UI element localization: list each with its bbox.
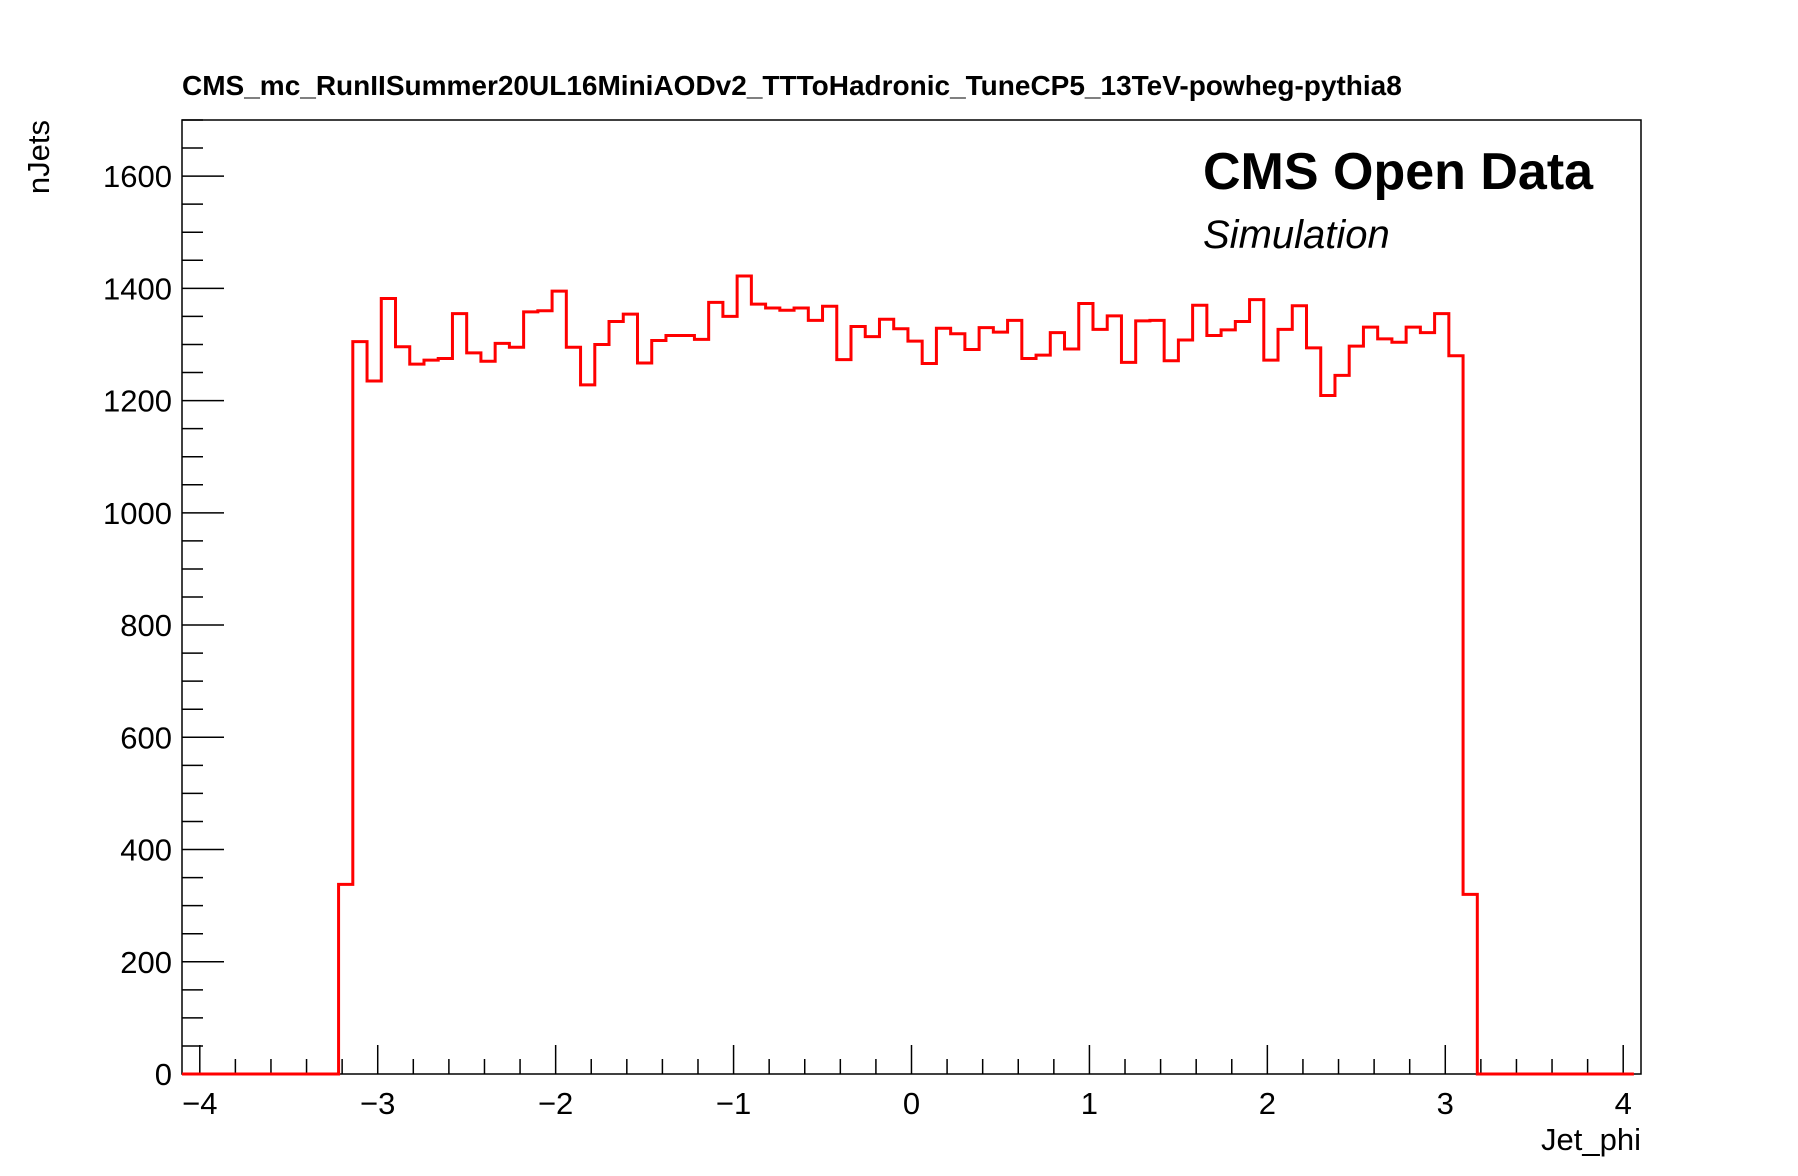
x-axis-ticks (199, 1045, 1624, 1074)
x-tick-label: −2 (538, 1086, 573, 1121)
x-axis-label: Jet_phi (1541, 1122, 1641, 1157)
y-axis-tick-labels: 0 200 400 600 800 1000 1200 1400 1600 (103, 159, 172, 1092)
x-tick-label: 1 (1081, 1086, 1098, 1121)
x-tick-label: −1 (716, 1086, 751, 1121)
y-tick-label: 0 (155, 1057, 172, 1092)
y-tick-label: 400 (120, 833, 172, 868)
simulation-label: Simulation (1203, 213, 1390, 257)
x-tick-label: 4 (1615, 1086, 1632, 1121)
x-tick-label: 3 (1437, 1086, 1454, 1121)
plot-frame (181, 119, 1642, 1075)
histogram-series-line (182, 274, 1634, 1076)
y-tick-label: 1000 (103, 496, 172, 531)
y-axis-ticks (182, 119, 224, 1075)
chart-title: CMS_mc_RunIISummer20UL16MiniAODv2_TTToHa… (182, 70, 1402, 101)
y-tick-label: 1200 (103, 384, 172, 419)
experiment-label: CMS Open Data (1203, 143, 1594, 201)
y-tick-label: 600 (120, 720, 172, 755)
x-tick-label: 2 (1259, 1086, 1276, 1121)
y-tick-label: 200 (120, 945, 172, 980)
y-tick-label: 1400 (103, 271, 172, 306)
y-tick-label: 800 (120, 608, 172, 643)
x-tick-label: 0 (903, 1086, 920, 1121)
x-tick-label: −3 (360, 1086, 395, 1121)
x-tick-label: −4 (182, 1086, 217, 1121)
y-tick-label: 1600 (103, 159, 172, 194)
y-axis-label: nJets (21, 120, 56, 194)
x-axis-tick-labels: −4 −3 −2 −1 0 1 2 3 4 (182, 1086, 1632, 1121)
